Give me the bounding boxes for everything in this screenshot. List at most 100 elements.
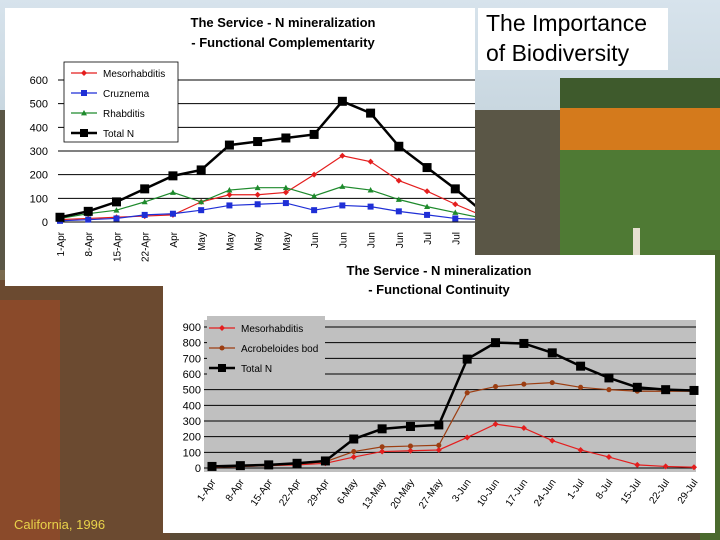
data-point — [113, 215, 120, 222]
data-point — [379, 448, 386, 455]
data-point — [169, 189, 176, 195]
x-tick-label: Jun — [367, 232, 378, 248]
legend-label: Acrobeloides bod — [241, 344, 318, 355]
data-point — [85, 216, 92, 223]
x-tick-label: 1-Jul — [566, 477, 587, 501]
data-point — [634, 461, 641, 468]
y-tick-label: 700 — [183, 353, 201, 365]
y-tick-label: 600 — [183, 369, 201, 381]
data-point — [311, 192, 318, 199]
x-tick-label: 6-May — [335, 477, 360, 506]
data-point — [349, 434, 359, 444]
data-point — [169, 210, 176, 217]
data-point — [464, 434, 471, 441]
data-point — [367, 158, 374, 165]
x-tick-label: Jul — [451, 232, 462, 245]
x-tick-label: 15-Apr — [112, 231, 123, 262]
y-tick-label: 400 — [30, 122, 48, 134]
data-point — [168, 171, 178, 181]
data-point — [689, 385, 699, 395]
legend-label: Rhabditis — [103, 109, 145, 120]
data-point — [452, 215, 459, 222]
series-line — [59, 99, 475, 219]
y-tick-label: 900 — [183, 322, 201, 334]
y-tick-label: 200 — [30, 170, 48, 182]
legend-label: Mesorhabditis — [103, 69, 165, 80]
legend-marker — [81, 70, 87, 76]
data-point — [224, 140, 234, 150]
data-point — [436, 442, 442, 448]
legend-marker — [219, 325, 225, 331]
chart1-subtitle: - Functional Complementarity — [191, 35, 375, 50]
data-point — [407, 447, 414, 454]
data-point — [578, 384, 584, 390]
legend-marker — [80, 129, 88, 137]
data-point — [311, 207, 318, 214]
data-point — [547, 348, 557, 358]
x-tick-label: May — [197, 232, 208, 251]
data-point — [462, 354, 472, 364]
x-tick-label: 15-Apr — [249, 477, 276, 508]
data-point — [662, 463, 669, 470]
slide-title-line1: The Importance — [486, 10, 648, 36]
data-point — [282, 200, 289, 207]
data-point — [196, 165, 206, 175]
data-point — [520, 425, 527, 432]
data-point — [207, 461, 217, 471]
x-tick-label: 24-Jun — [532, 477, 559, 508]
x-tick-label: 29-Apr — [306, 477, 333, 508]
continuity-chart-panel: The Service - N mineralization - Functio… — [163, 255, 715, 533]
data-point — [320, 456, 330, 466]
y-tick-label: 500 — [183, 385, 201, 397]
series-line — [59, 202, 475, 222]
y-tick-label: 800 — [183, 338, 201, 350]
data-point — [55, 212, 65, 222]
data-point — [351, 449, 357, 455]
y-tick-label: 100 — [183, 447, 201, 459]
data-point — [379, 444, 385, 450]
x-tick-label: 1-Apr — [56, 231, 67, 256]
data-point — [452, 201, 459, 208]
continuity-chart: The Service - N mineralization - Functio… — [183, 263, 701, 511]
x-tick-label: Jun — [310, 232, 321, 248]
data-point — [605, 454, 612, 461]
x-tick-label: May — [282, 232, 293, 251]
data-point — [254, 201, 261, 208]
y-tick-label: 100 — [30, 193, 48, 205]
y-tick-label: 300 — [183, 416, 201, 428]
x-tick-label: 27-May — [417, 477, 445, 511]
y-tick-label: 200 — [183, 432, 201, 444]
data-point — [253, 137, 263, 147]
data-point — [367, 187, 374, 193]
data-point — [424, 211, 431, 218]
y-tick-label: 500 — [30, 99, 48, 111]
x-tick-label: 13-May — [360, 477, 388, 511]
data-point — [292, 458, 302, 468]
data-point — [198, 198, 205, 205]
data-point — [350, 454, 357, 461]
data-point — [549, 380, 555, 386]
data-point — [405, 421, 415, 431]
x-tick-label: 29-Jul — [676, 477, 701, 506]
legend-label: Total N — [103, 129, 134, 140]
x-tick-label: Jun — [338, 232, 349, 248]
data-point — [521, 381, 527, 387]
x-tick-label: 22-Apr — [141, 231, 152, 262]
photo-caption: California, 1996 — [14, 517, 106, 532]
legend-marker — [218, 364, 226, 372]
data-point — [407, 443, 414, 449]
data-point — [337, 96, 347, 106]
data-point — [141, 198, 148, 205]
data-point — [576, 361, 586, 371]
data-point — [435, 446, 442, 453]
y-tick-label: 300 — [30, 146, 48, 158]
data-point — [691, 464, 697, 471]
data-point — [226, 202, 233, 209]
data-point — [394, 141, 404, 151]
chart2-title: The Service - N mineralization — [347, 263, 532, 278]
legend-label: Mesorhabditis — [241, 324, 303, 335]
y-tick-label: 600 — [30, 75, 48, 87]
y-tick-label: 0 — [42, 217, 48, 229]
data-point — [111, 197, 121, 207]
data-point — [339, 152, 346, 159]
